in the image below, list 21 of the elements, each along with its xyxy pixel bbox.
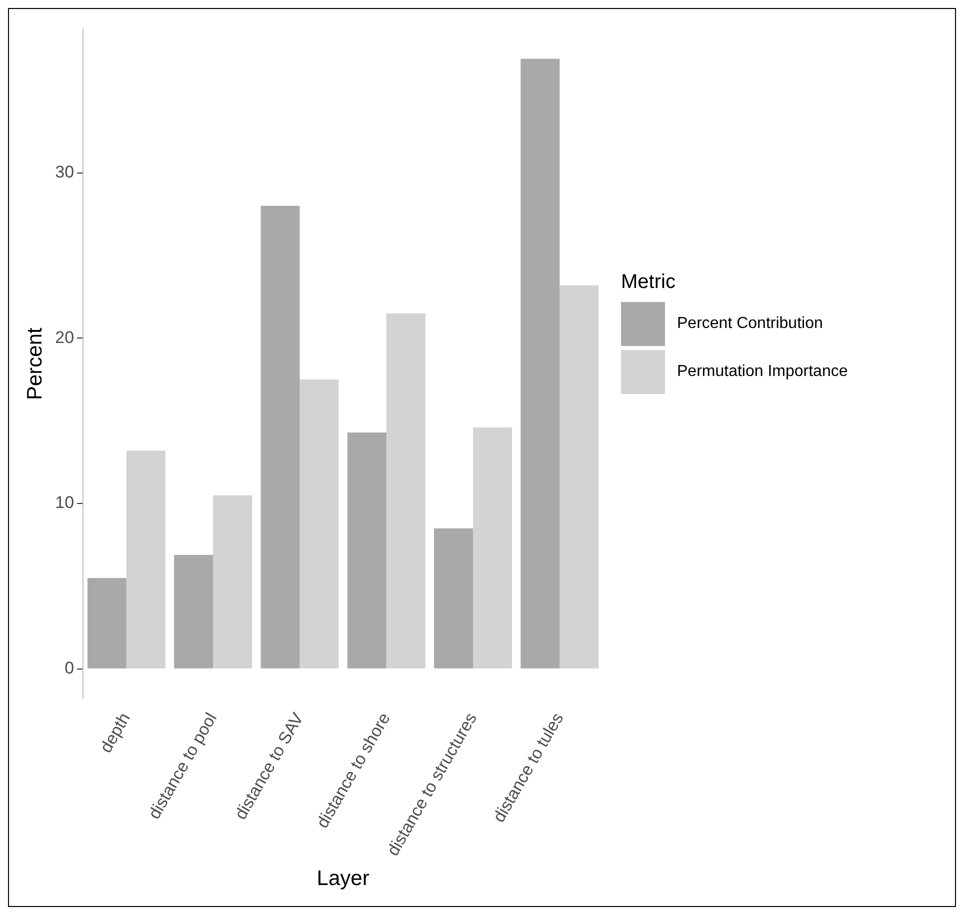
bar [300,380,339,668]
bar [174,554,214,668]
bar [126,450,166,668]
bar [260,206,300,668]
y-tick-label: 20 [55,328,74,347]
y-tick-label: 30 [55,162,74,182]
bar [473,427,512,668]
bar [520,58,560,668]
bar [560,285,599,668]
bar [386,313,426,668]
bar [87,578,126,668]
text: Percent Contribution [677,315,823,333]
bar [347,432,386,668]
bar [213,495,252,668]
y-tick-label: 10 [55,493,74,512]
legend-title: Metric [621,271,676,294]
bar [434,528,474,668]
y-tick-label: 0 [64,658,74,678]
text: Permutation Importance [677,363,848,381]
x-axis-title: Layer [316,867,370,890]
y-axis-title: Percent [23,327,46,400]
